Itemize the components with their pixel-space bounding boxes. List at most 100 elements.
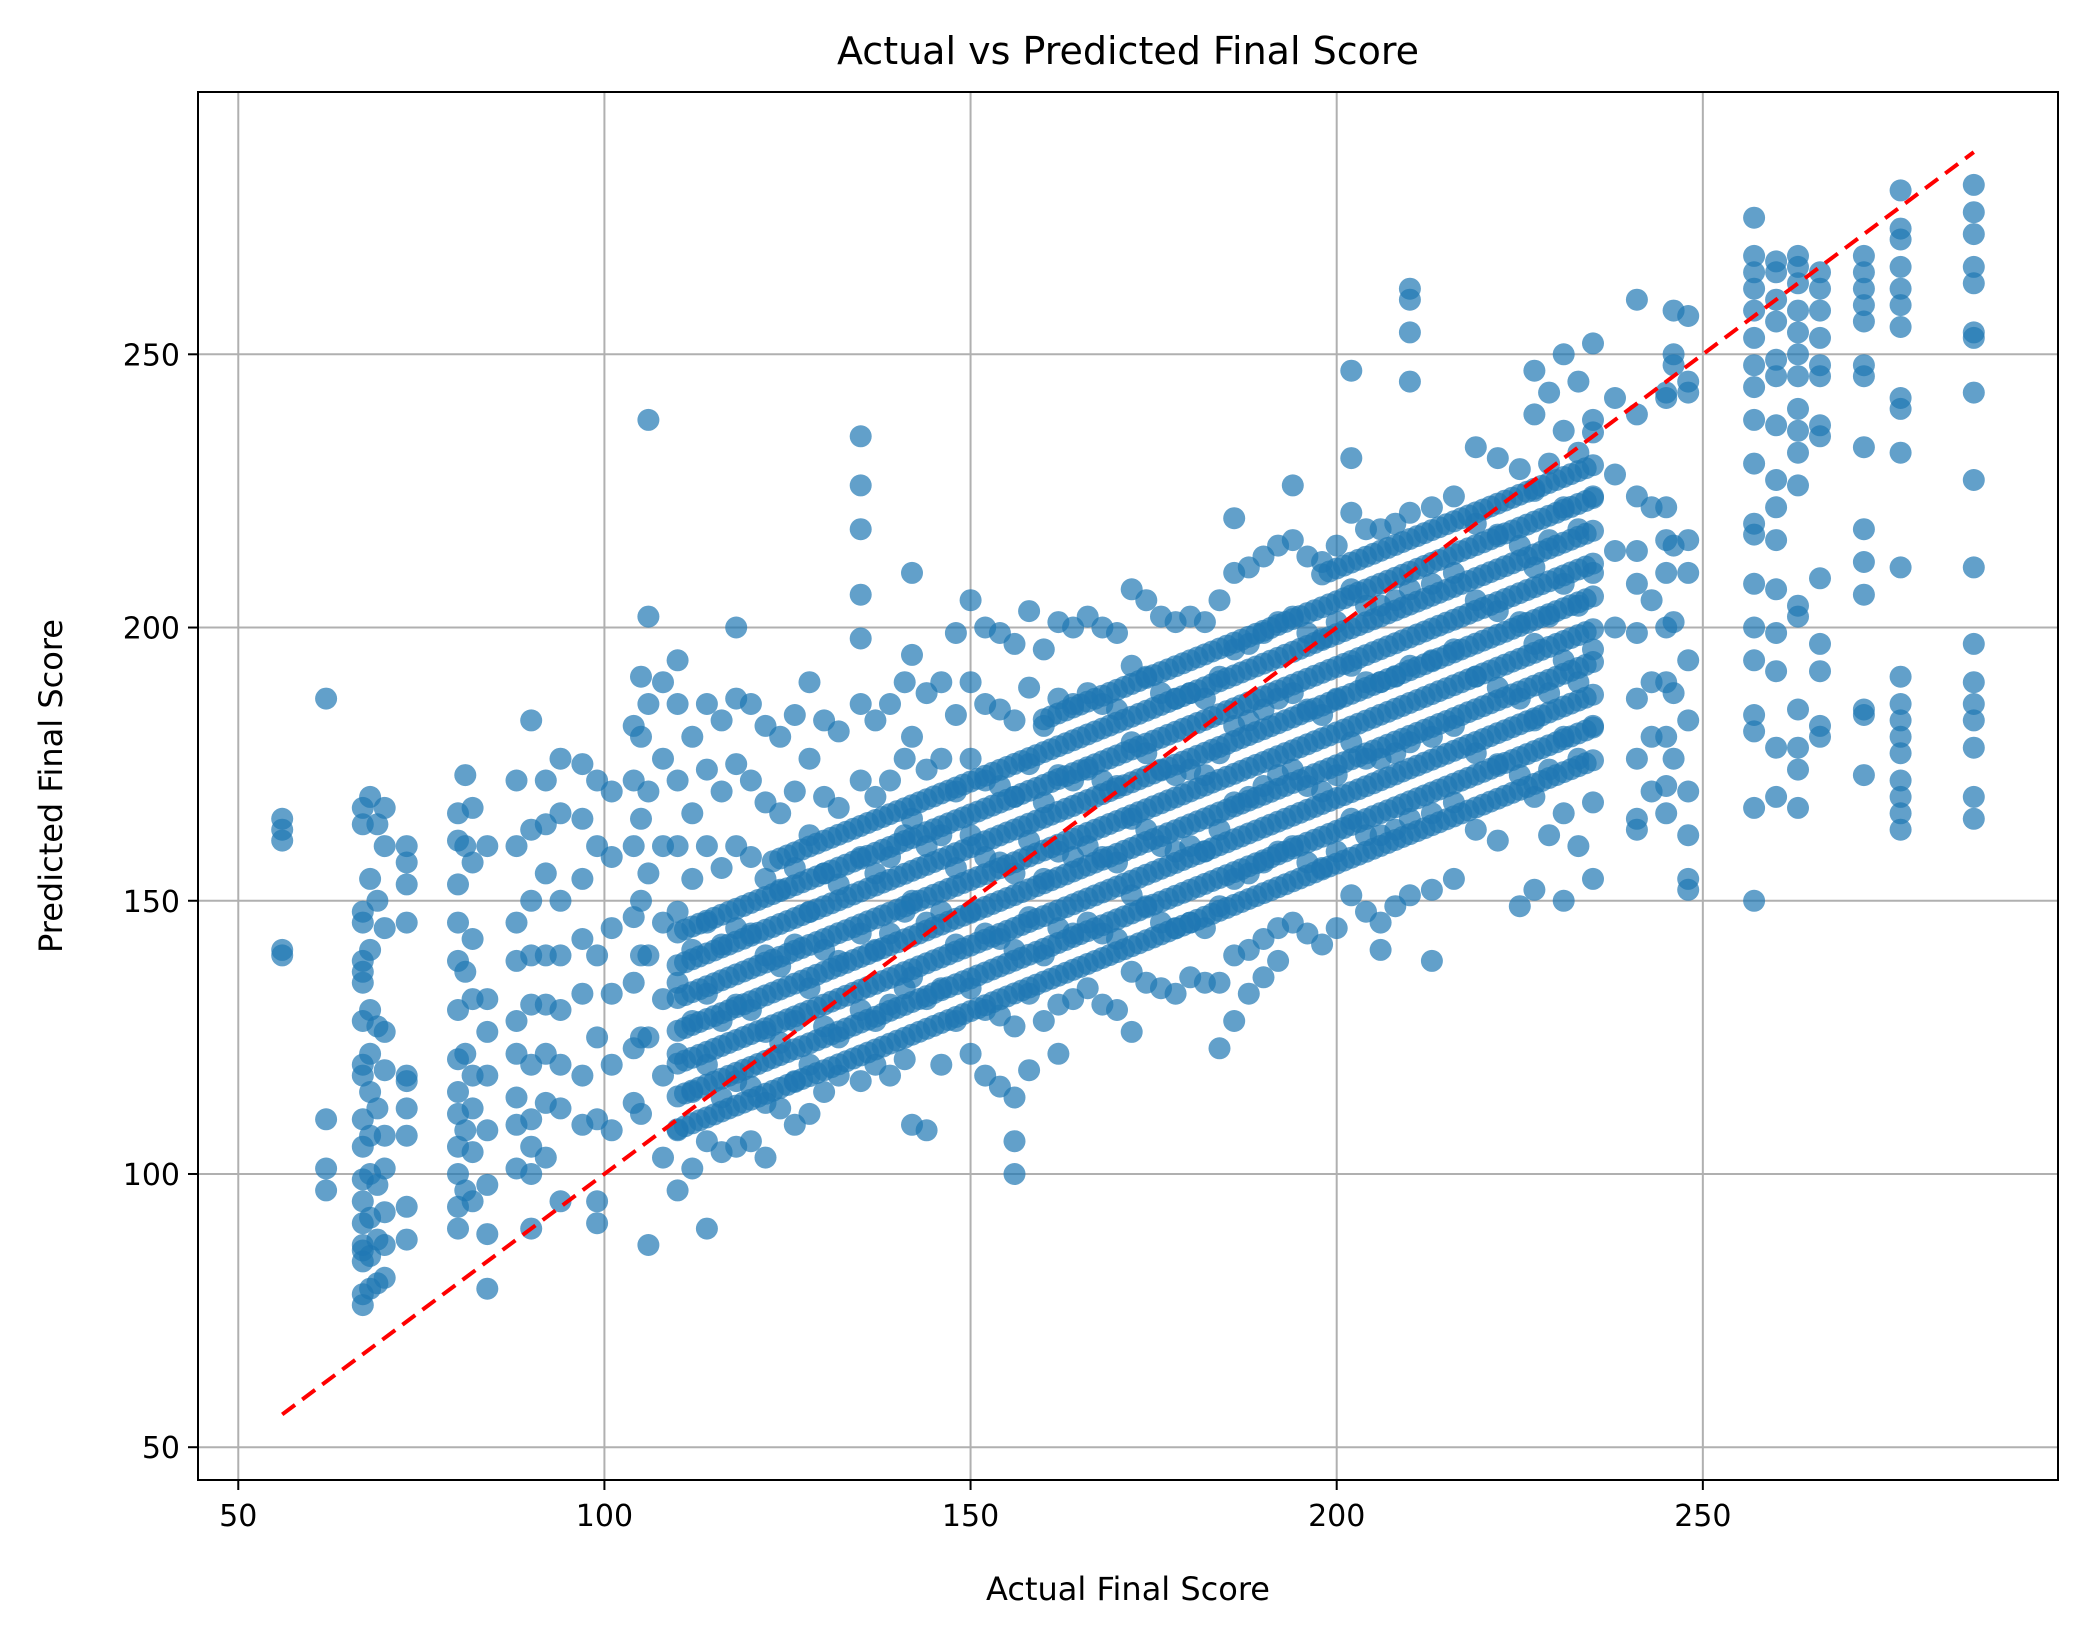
- scatter-point: [571, 928, 594, 950]
- scatter-point: [586, 944, 609, 967]
- scatter-point: [1889, 709, 1912, 732]
- scatter-point: [739, 769, 762, 792]
- scatter-point: [1787, 419, 1809, 442]
- scatter-point: [637, 1026, 660, 1049]
- scatter-point: [1743, 277, 1766, 300]
- scatter-point: [1032, 1010, 1055, 1032]
- scatter-point: [930, 1053, 953, 1076]
- scatter-point: [725, 753, 748, 776]
- scatter-point: [359, 867, 382, 890]
- scatter-point: [1889, 802, 1912, 825]
- scatter-point: [534, 1146, 557, 1169]
- scatter-point: [454, 835, 477, 858]
- scatter-point: [1442, 867, 1465, 890]
- scatter-point: [710, 709, 733, 732]
- scatter-point: [351, 911, 374, 934]
- scatter-point: [549, 747, 572, 770]
- scatter-point: [373, 1059, 396, 1082]
- scatter-point: [1787, 698, 1809, 721]
- scatter-point: [1852, 277, 1875, 300]
- scatter-point: [1677, 709, 1700, 732]
- scatter-point: [1325, 917, 1348, 940]
- scatter-point: [1655, 387, 1678, 409]
- scatter-point: [849, 627, 872, 650]
- scatter-point: [351, 1190, 374, 1213]
- scatter-point: [1809, 425, 1831, 448]
- scatter-point: [1787, 343, 1809, 366]
- scatter-point: [1809, 632, 1831, 655]
- scatter-point: [271, 944, 294, 967]
- scatter-point: [681, 725, 704, 748]
- y-tick-label: 100: [123, 1158, 180, 1193]
- scatter-point: [315, 1108, 338, 1131]
- scatter-point: [1106, 622, 1128, 644]
- scatter-point: [315, 687, 338, 710]
- scatter-point: [1486, 829, 1509, 852]
- scatter-point: [695, 693, 718, 715]
- scatter-point: [1765, 736, 1788, 759]
- scatter-point: [359, 938, 382, 961]
- scatter-point: [373, 835, 396, 858]
- scatter-point: [769, 1097, 792, 1120]
- scatter-point: [1582, 487, 1604, 509]
- scatter-point: [1655, 561, 1678, 584]
- scatter-point: [1464, 818, 1487, 841]
- scatter-point: [1655, 496, 1678, 519]
- scatter-point: [1582, 867, 1604, 890]
- scatter-point: [637, 605, 660, 628]
- scatter-point: [1765, 496, 1788, 519]
- scatter-point: [630, 807, 652, 830]
- x-tick-label: 150: [942, 1499, 999, 1534]
- y-tick-label: 250: [123, 338, 180, 373]
- scatter-point: [1765, 261, 1788, 284]
- scatter-point: [1018, 1059, 1041, 1082]
- scatter-point: [1582, 791, 1604, 814]
- scatter-point: [1223, 507, 1246, 530]
- scatter-point: [520, 1163, 543, 1185]
- scatter-point: [1787, 321, 1809, 344]
- scatter-point: [1889, 228, 1912, 251]
- scatter-point: [769, 725, 792, 748]
- scatter-point: [549, 999, 572, 1021]
- scatter-point: [1852, 436, 1875, 459]
- scatter-point: [1003, 1130, 1026, 1153]
- scatter-point: [1340, 884, 1363, 907]
- scatter-point: [849, 425, 872, 448]
- scatter-point: [864, 785, 887, 808]
- scatter-point: [600, 1119, 623, 1142]
- scatter-point: [681, 802, 704, 825]
- scatter-point: [447, 911, 469, 934]
- scatter-point: [879, 693, 901, 715]
- scatter-point: [1106, 999, 1128, 1021]
- scatter-point: [637, 862, 660, 885]
- scatter-point: [1420, 878, 1443, 901]
- scatter-point: [1962, 255, 1985, 278]
- scatter-point: [549, 1190, 572, 1213]
- scatter-point: [1962, 201, 1985, 224]
- scatter-point: [1552, 802, 1575, 825]
- scatter-point: [461, 851, 484, 874]
- scatter-point: [373, 1234, 396, 1256]
- scatter-point: [1135, 589, 1158, 612]
- scatter-point: [1809, 261, 1831, 284]
- scatter-point: [1677, 649, 1700, 672]
- scatter-point: [1398, 501, 1421, 524]
- scatter-point: [1120, 1020, 1143, 1043]
- scatter-point: [622, 835, 645, 858]
- scatter-point: [1003, 1015, 1026, 1038]
- scatter-point: [1223, 1010, 1246, 1032]
- scatter-point: [1567, 370, 1590, 393]
- scatter-point: [1889, 693, 1912, 715]
- scatter-point: [1398, 370, 1421, 393]
- y-tick-label: 150: [123, 885, 180, 920]
- scatter-point: [395, 1195, 418, 1218]
- scatter-point: [1677, 824, 1700, 847]
- scatter-point: [373, 1157, 396, 1180]
- scatter-point: [395, 1228, 418, 1251]
- scatter-point: [366, 1173, 389, 1196]
- scatter-point: [864, 709, 887, 732]
- scatter-point: [1889, 785, 1912, 808]
- scatter-point: [849, 1070, 872, 1093]
- scatter-point: [849, 518, 872, 541]
- scatter-point: [1340, 501, 1363, 524]
